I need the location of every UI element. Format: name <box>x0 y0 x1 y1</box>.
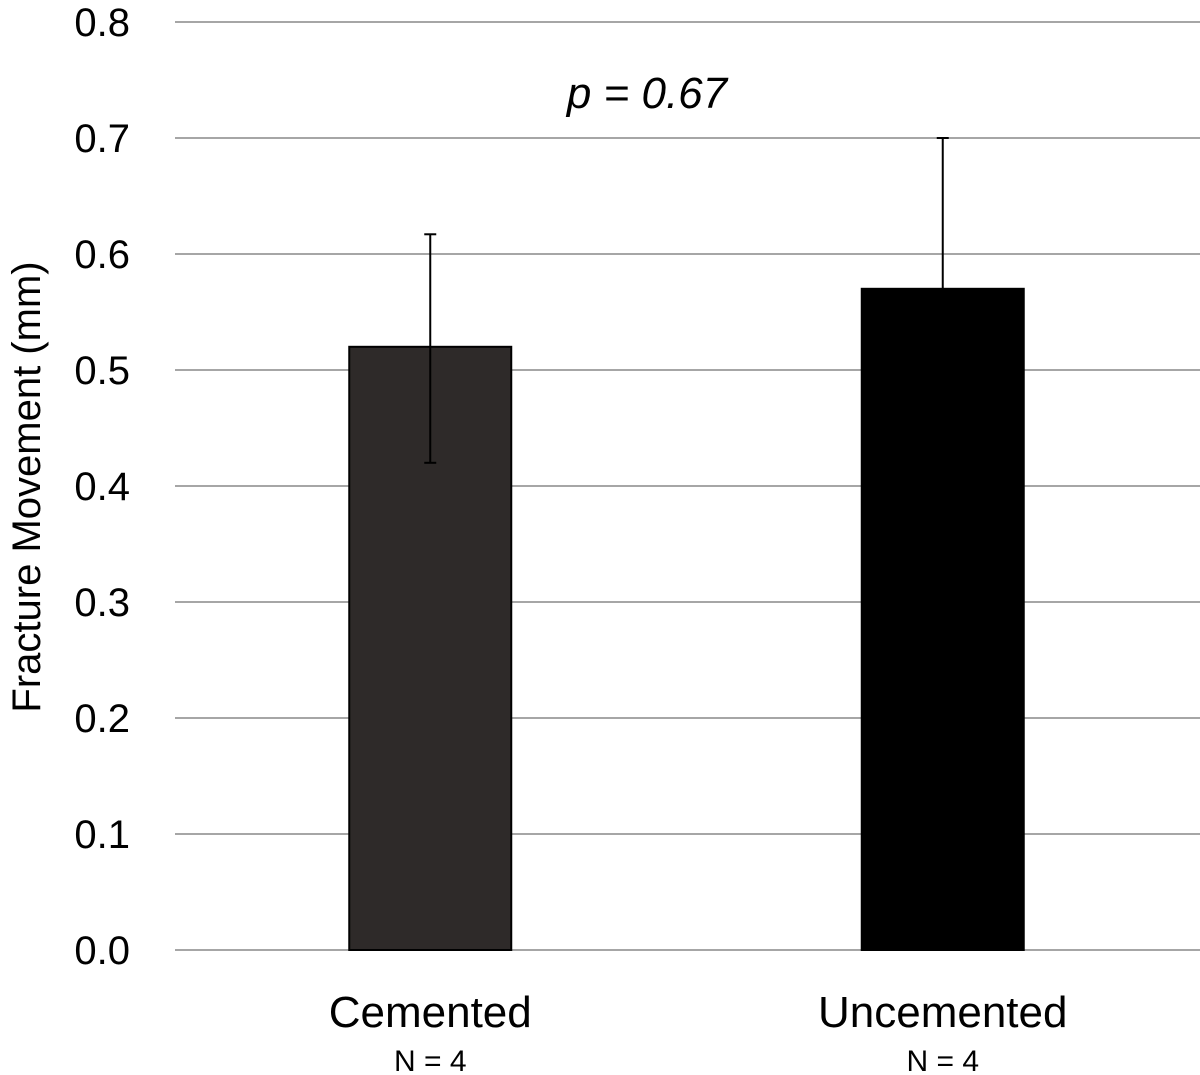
x-category-sublabel: N = 4 <box>394 1045 467 1075</box>
y-tick-label: 0.6 <box>74 233 130 277</box>
y-axis-ticks: 0.0 0.1 0.2 0.3 0.4 0.5 0.6 0.7 0.8 <box>74 1 130 973</box>
x-category-sublabel: N = 4 <box>906 1045 979 1075</box>
y-tick-label: 0.3 <box>74 581 130 625</box>
y-tick-label: 0.7 <box>74 117 130 161</box>
error-bars <box>424 137 949 464</box>
category-labels: Cemented N = 4 Uncemented N = 4 <box>329 988 1068 1075</box>
bars <box>348 287 1025 951</box>
y-tick-label: 0.4 <box>74 465 130 509</box>
p-value-annotation: p = 0.67 <box>565 69 729 118</box>
y-tick-label: 0.2 <box>74 697 130 741</box>
y-tick-label: 0.8 <box>74 1 130 45</box>
gridlines <box>175 21 1200 951</box>
y-tick-label: 0.5 <box>74 349 130 393</box>
y-axis-title: Fracture Movement (mm) <box>5 261 49 712</box>
x-category-label: Cemented <box>329 988 532 1037</box>
y-tick-label: 0.0 <box>74 929 130 973</box>
y-tick-label: 0.1 <box>74 813 130 857</box>
x-category-label: Uncemented <box>818 988 1067 1037</box>
